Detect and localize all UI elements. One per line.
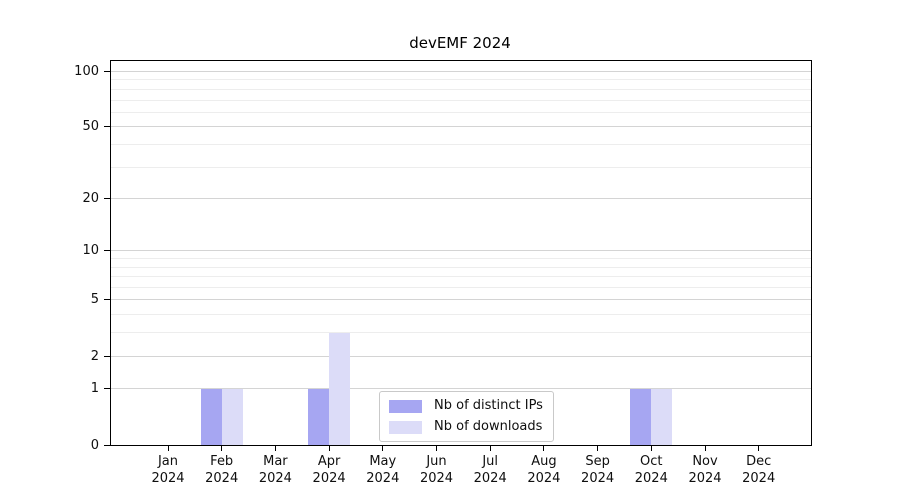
bar-nb-of-distinct-ips-apr bbox=[308, 388, 330, 445]
x-axis-tick-jun bbox=[436, 445, 437, 451]
x-axis-tick-apr bbox=[328, 445, 330, 451]
gridline-major-y1 bbox=[111, 388, 811, 390]
gridline-major-y2 bbox=[111, 355, 811, 357]
gridline-major-y50 bbox=[111, 126, 811, 128]
y-axis-tick-2 bbox=[104, 355, 110, 357]
y-axis-tick-1 bbox=[104, 388, 110, 390]
x-axis-tick-nov bbox=[704, 445, 706, 451]
x-axis-label-jun: Jun 2024 bbox=[419, 454, 454, 486]
gridline-major-y10 bbox=[111, 250, 811, 252]
chart-title: devEMF 2024 bbox=[409, 34, 511, 52]
legend-item-downloads: Nb of downloads bbox=[389, 419, 543, 435]
legend-label-downloads: Nb of downloads bbox=[434, 419, 543, 434]
gridline-minor-y8 bbox=[111, 266, 811, 268]
x-axis-label-feb: Feb 2024 bbox=[205, 454, 239, 486]
bar-nb-of-distinct-ips-oct bbox=[630, 388, 652, 445]
x-axis-tick-oct bbox=[650, 445, 652, 451]
gridline-major-y20 bbox=[111, 198, 811, 200]
bar-nb-of-distinct-ips-feb bbox=[200, 388, 222, 445]
gridline-major-y5 bbox=[111, 299, 811, 301]
x-axis-label-aug: Aug 2024 bbox=[527, 454, 561, 486]
x-axis-tick-mar bbox=[274, 445, 276, 451]
y-axis-label-20: 20 bbox=[82, 191, 99, 207]
x-axis-tick-sep bbox=[597, 445, 599, 451]
x-axis-label-mar: Mar 2024 bbox=[258, 454, 292, 486]
x-axis-tick-jan bbox=[167, 445, 169, 451]
legend-swatch-distinct-ips bbox=[389, 399, 422, 413]
x-axis-label-jan: Jan 2024 bbox=[151, 454, 185, 486]
gridline-minor-y90 bbox=[111, 79, 811, 81]
y-axis-tick-10 bbox=[104, 250, 110, 252]
gridline-major-y100 bbox=[111, 71, 811, 72]
y-axis-label-1: 1 bbox=[90, 381, 99, 397]
x-axis-label-apr: Apr 2024 bbox=[312, 454, 346, 486]
legend-item-distinct-ips: Nb of distinct IPs bbox=[389, 398, 543, 414]
y-axis-tick-20 bbox=[104, 198, 110, 200]
gridline-minor-y30 bbox=[111, 166, 811, 168]
gridline-minor-y80 bbox=[111, 88, 811, 90]
bar-nb-of-downloads-feb bbox=[221, 388, 243, 445]
x-axis-label-nov: Nov 2024 bbox=[688, 454, 722, 486]
gridline-minor-y3 bbox=[111, 332, 811, 334]
y-axis-tick-5 bbox=[104, 299, 110, 301]
x-axis-tick-aug bbox=[543, 445, 545, 451]
plot-area: Nb of distinct IPs Nb of downloads 0 1 2 5 1… bbox=[74, 60, 812, 486]
gridline-minor-y9 bbox=[111, 258, 811, 260]
gridline-minor-y60 bbox=[111, 111, 811, 113]
x-axis-label-oct: Oct 2024 bbox=[634, 454, 668, 486]
x-axis-tick-may bbox=[382, 445, 384, 451]
gridline-minor-y6 bbox=[111, 287, 811, 289]
bar-nb-of-downloads-oct bbox=[651, 388, 673, 445]
y-axis-label-0: 0 bbox=[90, 437, 99, 453]
legend-label-distinct-ips: Nb of distinct IPs bbox=[434, 398, 543, 413]
gridline-minor-y70 bbox=[111, 99, 811, 101]
y-axis-label-5: 5 bbox=[90, 292, 99, 308]
gridline-minor-y7 bbox=[111, 276, 811, 278]
legend-swatch-downloads bbox=[389, 420, 422, 434]
x-axis-label-may: May 2024 bbox=[366, 454, 400, 486]
x-axis-label-dec: Dec 2024 bbox=[742, 454, 776, 486]
y-axis-label-100: 100 bbox=[74, 64, 99, 79]
y-axis-label-10: 10 bbox=[82, 243, 99, 259]
y-axis-tick-100 bbox=[104, 71, 110, 72]
y-axis-tick-0 bbox=[104, 444, 110, 446]
bar-nb-of-downloads-apr bbox=[329, 332, 351, 445]
y-axis-label-50: 50 bbox=[82, 119, 99, 135]
gridline-minor-y4 bbox=[111, 314, 811, 316]
y-axis-tick-50 bbox=[104, 126, 110, 128]
x-axis-tick-jul bbox=[489, 445, 491, 451]
gridline-minor-y40 bbox=[111, 143, 811, 145]
legend: Nb of distinct IPs Nb of downloads bbox=[379, 391, 554, 442]
y-axis-label-2: 2 bbox=[90, 348, 99, 364]
x-axis-label-sep: Sep 2024 bbox=[581, 454, 615, 486]
x-axis-label-jul: Jul 2024 bbox=[473, 454, 507, 486]
x-axis-tick-feb bbox=[221, 445, 223, 451]
x-axis-tick-dec bbox=[758, 445, 760, 451]
